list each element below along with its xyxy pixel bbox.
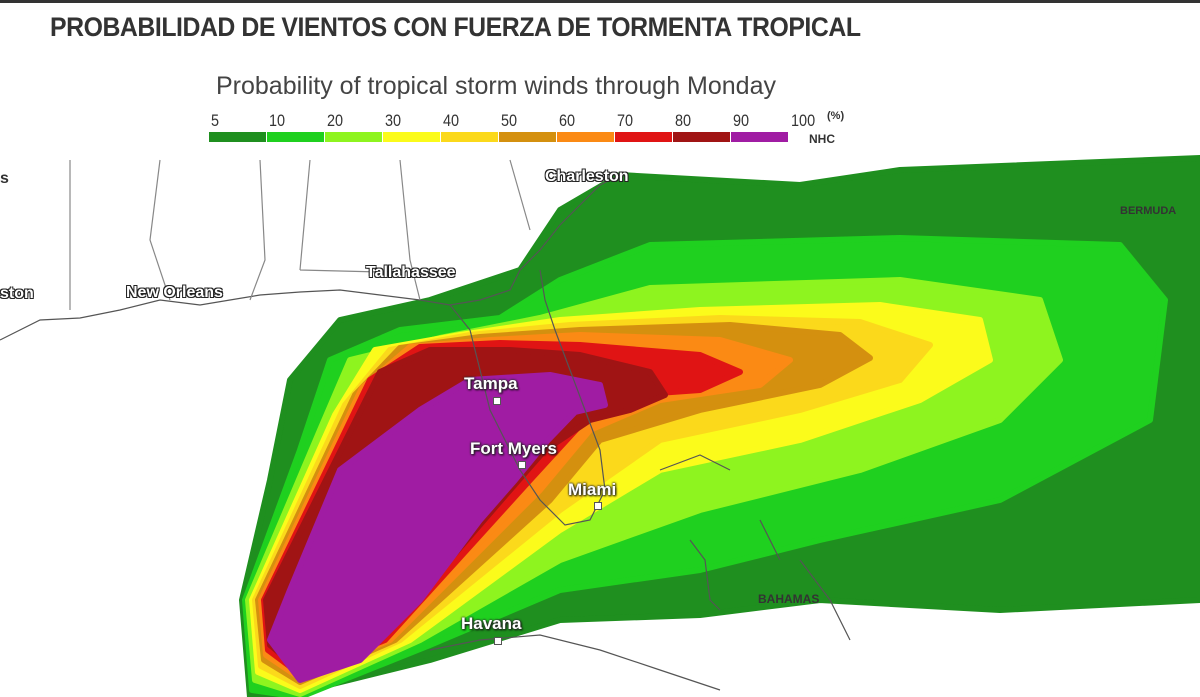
coastlines-and-borders	[0, 159, 851, 691]
legend-tick: 20	[327, 111, 344, 130]
city-marker-miami	[594, 502, 602, 510]
city-label-tampa: Tampa	[464, 374, 518, 393]
city-marker-fort-myers	[518, 461, 526, 469]
bahamas-islands	[659, 454, 851, 641]
cuba-coast	[429, 634, 721, 691]
legend-swatch	[441, 132, 498, 142]
probability-bands	[239, 155, 1200, 697]
legend-tick: 50	[501, 111, 518, 130]
place-label-charleston: Charleston	[545, 168, 629, 185]
legend-swatch	[557, 132, 614, 142]
legend-swatch	[383, 132, 440, 142]
state-borders	[69, 159, 531, 310]
legend-tick: 100	[791, 111, 816, 130]
legend-swatch	[615, 132, 672, 142]
city-label-havana: Havana	[461, 614, 522, 633]
legend-swatch	[731, 132, 788, 142]
gulf-coast	[0, 174, 621, 341]
place-label-bahamas: BAHAMAS	[758, 592, 820, 606]
place-label-houston: ston	[0, 285, 34, 302]
city-marker-tampa	[493, 397, 501, 405]
legend-tick: 5	[211, 111, 220, 130]
legend-swatch	[673, 132, 730, 142]
legend-unit: (%)	[827, 110, 845, 122]
place-label-bermuda: BERMUDA	[1120, 205, 1177, 217]
legend-tick: 80	[675, 111, 692, 130]
legend-swatch	[499, 132, 556, 142]
legend-tick: 60	[559, 111, 576, 130]
legend-swatch	[325, 132, 382, 142]
legend-tick: 10	[269, 111, 286, 130]
headline: PROBABILIDAD DE VIENTOS CON FUERZA DE TO…	[50, 12, 861, 42]
legend-tick: 30	[385, 111, 402, 130]
legend-tick: 40	[443, 111, 460, 130]
top-rule	[0, 0, 1200, 3]
florida-peninsula	[449, 269, 606, 526]
place-label-partial: s	[0, 170, 9, 187]
place-label-new-orleans: New Orleans	[126, 284, 223, 301]
legend-swatch	[209, 132, 266, 142]
city-marker-havana	[494, 637, 502, 645]
city-label-miami: Miami	[568, 480, 617, 499]
legend-tick: 90	[733, 111, 750, 130]
legend-swatch	[267, 132, 324, 142]
city-label-fort-myers: Fort Myers	[470, 439, 557, 458]
legend-title: Probability of tropical storm winds thro…	[216, 72, 776, 100]
probability-band-90	[267, 372, 608, 683]
place-label-tallahassee: Tallahassee	[366, 264, 456, 281]
legend-tick: 70	[617, 111, 634, 130]
legend-source: NHC	[809, 132, 835, 146]
